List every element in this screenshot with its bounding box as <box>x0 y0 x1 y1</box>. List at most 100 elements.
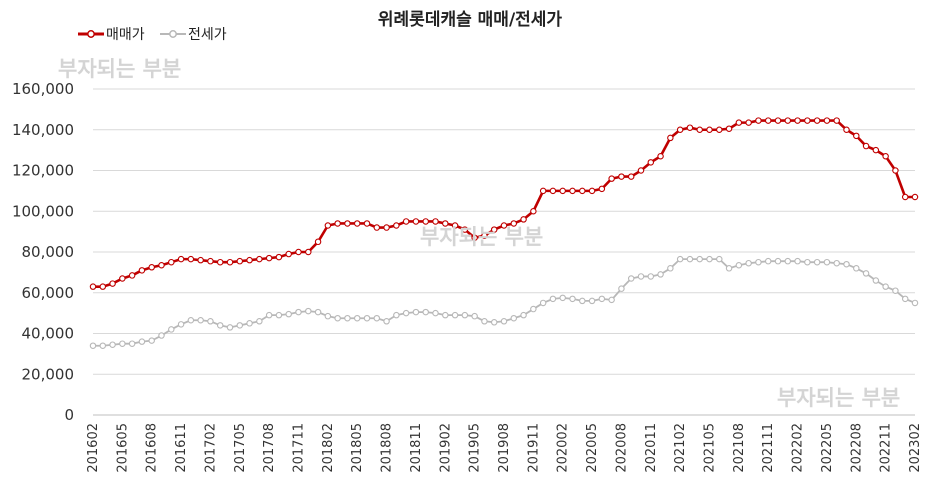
data-point <box>275 253 283 261</box>
data-point <box>109 280 116 287</box>
data-point <box>804 117 811 124</box>
data-point <box>735 261 743 269</box>
data-point <box>393 311 400 319</box>
data-point <box>451 222 459 229</box>
data-point <box>901 193 909 201</box>
data-point <box>520 311 527 319</box>
data-point <box>236 257 244 265</box>
data-point <box>833 259 840 267</box>
data-point <box>216 258 224 266</box>
x-tick-label: 201802 <box>321 423 336 473</box>
data-point <box>432 218 439 225</box>
data-point <box>148 264 155 271</box>
y-tick-label: 20,000 <box>22 365 75 383</box>
x-tick-label: 201911 <box>526 423 541 473</box>
data-point <box>471 234 478 241</box>
legend-label-jeonse: 전세가 <box>188 27 227 43</box>
data-point <box>774 257 782 265</box>
x-tick-label: 201908 <box>497 423 512 473</box>
data-point <box>402 309 410 317</box>
data-point <box>862 142 870 150</box>
data-point <box>353 220 361 227</box>
data-point <box>138 267 146 274</box>
x-tick-label: 202008 <box>614 423 629 473</box>
data-point <box>764 117 772 124</box>
legend-label-sale: 매매가 <box>106 27 145 43</box>
data-point <box>716 255 723 263</box>
data-point <box>794 117 801 124</box>
data-point <box>177 255 185 263</box>
data-point <box>804 258 811 266</box>
data-point <box>872 146 880 154</box>
series-line <box>93 258 916 347</box>
data-point <box>295 248 302 256</box>
x-tick-label: 202202 <box>791 423 806 473</box>
data-point <box>686 255 694 263</box>
data-point <box>882 152 889 160</box>
x-tick-label: 202105 <box>703 423 718 473</box>
data-point <box>314 308 322 316</box>
data-point <box>569 187 576 195</box>
data-point <box>549 187 557 195</box>
data-point <box>862 270 870 277</box>
data-point <box>344 314 351 322</box>
data-point <box>706 255 713 263</box>
data-point <box>305 248 312 256</box>
data-point <box>549 295 557 303</box>
data-point <box>813 117 821 124</box>
data-point <box>305 307 312 315</box>
data-point <box>510 220 518 227</box>
x-tick-label: 201702 <box>203 423 218 473</box>
y-tick-label: 120,000 <box>12 162 74 180</box>
data-point <box>490 226 498 233</box>
y-tick-label: 80,000 <box>22 243 75 261</box>
data-point <box>324 222 332 229</box>
data-point <box>177 321 185 328</box>
data-point <box>500 318 508 325</box>
data-point <box>657 152 664 160</box>
data-point <box>539 299 547 307</box>
data-point <box>892 287 899 294</box>
x-tick-label: 202211 <box>879 423 894 473</box>
data-point <box>187 317 195 324</box>
data-point <box>461 226 469 233</box>
data-point <box>168 326 175 333</box>
y-tick-label: 0 <box>64 406 74 424</box>
data-point <box>716 126 723 134</box>
data-point <box>579 297 586 305</box>
data-point <box>363 220 371 227</box>
data-point <box>882 283 889 290</box>
data-point <box>667 134 674 142</box>
data-point <box>402 218 410 225</box>
data-point <box>745 119 752 126</box>
data-point <box>158 332 165 339</box>
data-point <box>168 258 175 266</box>
data-point <box>324 312 332 320</box>
data-point <box>853 265 860 272</box>
data-point <box>520 216 527 223</box>
data-point <box>637 273 645 280</box>
data-point <box>901 295 909 303</box>
data-point <box>422 308 429 316</box>
y-tick-label: 100,000 <box>12 202 74 220</box>
data-point <box>481 318 488 325</box>
x-tick-label: 202205 <box>820 423 835 473</box>
data-point <box>207 318 214 325</box>
data-point <box>598 295 606 303</box>
x-tick-label: 201711 <box>292 423 307 473</box>
data-point <box>559 294 566 302</box>
data-point <box>295 308 302 316</box>
data-point <box>706 126 713 134</box>
chart-title: 위례롯데캐슬 매매/전세가 <box>378 10 563 30</box>
y-axis-ticks: 0 20,000 40,000 60,000 80,000 100,000 120,000 1… <box>12 80 74 424</box>
data-point <box>265 311 273 319</box>
x-tick-label: 201905 <box>468 423 483 473</box>
x-tick-label: 202002 <box>556 423 571 473</box>
x-tick-label: 201705 <box>233 423 248 473</box>
data-point <box>314 238 322 246</box>
data-point <box>265 254 273 262</box>
series-jeonse <box>89 255 919 349</box>
data-point <box>442 220 449 227</box>
data-point <box>461 311 469 319</box>
